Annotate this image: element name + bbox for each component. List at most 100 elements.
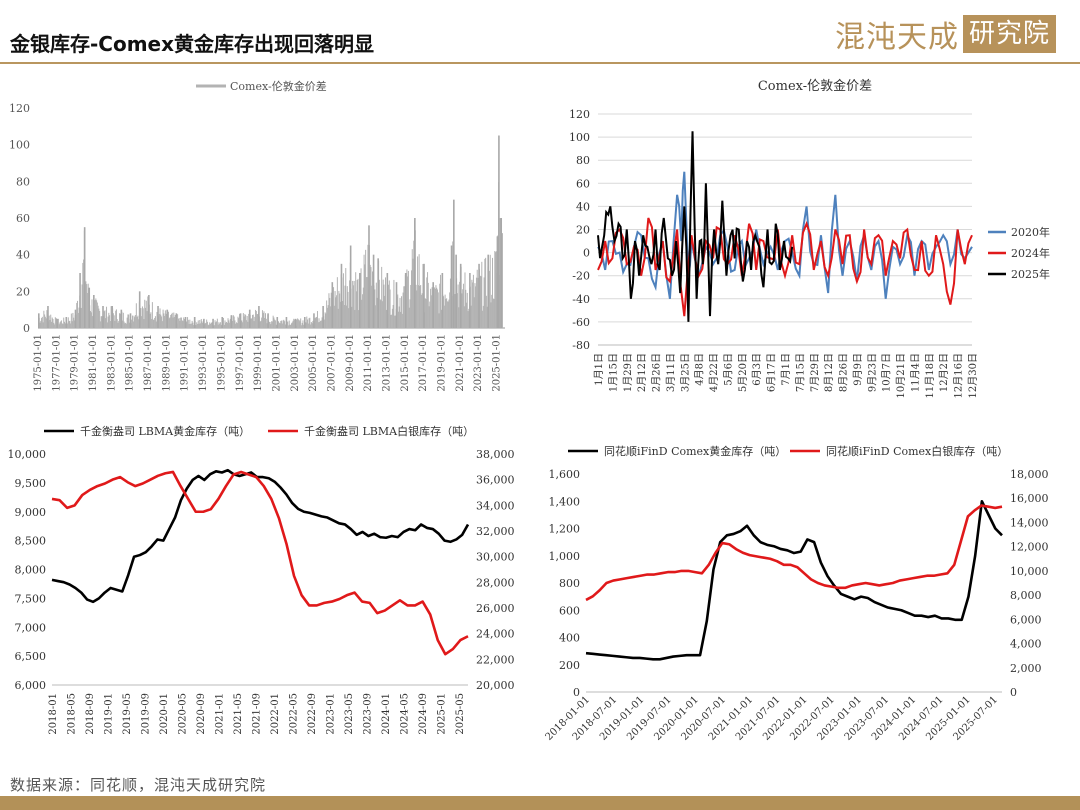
bar xyxy=(386,273,389,328)
bar xyxy=(135,315,137,328)
bar xyxy=(326,307,328,328)
bar xyxy=(265,318,267,328)
bar xyxy=(164,315,166,328)
y-left-tick-label: 0 xyxy=(573,686,580,699)
bar xyxy=(263,311,265,328)
bar xyxy=(180,317,182,328)
bar xyxy=(388,280,390,328)
bar xyxy=(277,321,279,328)
bar xyxy=(188,323,190,328)
bar xyxy=(57,318,59,328)
bar xyxy=(136,317,138,328)
bar xyxy=(232,320,234,328)
bar xyxy=(492,257,494,328)
footer-bar xyxy=(0,796,1080,810)
bar xyxy=(377,258,379,328)
bar xyxy=(108,312,110,328)
bar xyxy=(80,307,82,328)
bar xyxy=(281,323,283,328)
bar xyxy=(361,299,363,328)
bar xyxy=(106,306,108,328)
bar xyxy=(483,277,485,328)
bar xyxy=(433,287,435,328)
x-tick-label: 3月25日 xyxy=(679,353,691,392)
bar xyxy=(321,317,323,328)
x-tick-label: 2022-09 xyxy=(307,693,318,735)
x-tick-label: 12月2日 xyxy=(938,353,950,392)
x-tick-label: 2017-01-01 xyxy=(418,334,429,392)
bar xyxy=(473,297,475,328)
chart-comex-inventory: 0 200 400 600 800 1,000 1,200 1,400 1,600 0 2,000 4… xyxy=(544,444,1049,743)
bar xyxy=(198,323,200,328)
bar xyxy=(259,321,261,328)
bar xyxy=(270,324,272,328)
bar xyxy=(183,317,185,328)
bar xyxy=(402,292,404,328)
y-left-tick-label: 6,500 xyxy=(15,650,47,663)
y-left-tick-label: 9,000 xyxy=(15,506,47,519)
x-tick-label: 1979-01-01 xyxy=(70,334,81,392)
x-tick-label: 12月16日 xyxy=(953,353,965,398)
bar xyxy=(355,272,357,328)
bar xyxy=(128,314,130,328)
bar xyxy=(333,305,335,328)
bar xyxy=(174,314,176,328)
bar xyxy=(201,321,203,328)
bar xyxy=(192,322,194,328)
bar xyxy=(346,286,348,328)
bar xyxy=(261,310,263,328)
x-tick-label: 1999-01-01 xyxy=(253,334,264,392)
bar xyxy=(147,296,149,328)
bar xyxy=(222,317,224,328)
bar xyxy=(339,301,341,328)
bar xyxy=(370,267,372,328)
legend-label-3: 2025年 xyxy=(1011,267,1050,281)
bar xyxy=(381,266,383,328)
x-tick-label: 2024-01 xyxy=(381,693,392,735)
bar xyxy=(330,292,332,328)
bar xyxy=(281,320,283,328)
bar xyxy=(452,241,454,328)
bar xyxy=(217,324,219,328)
x-tick-label: 1977-01-01 xyxy=(51,334,62,392)
bar xyxy=(348,308,350,328)
bar xyxy=(446,301,448,328)
bar xyxy=(294,319,296,328)
y-left-tick-label: 200 xyxy=(559,659,580,672)
bar xyxy=(365,249,367,328)
y-left-tick-label: 1,600 xyxy=(549,468,581,481)
bar xyxy=(488,270,490,328)
bar xyxy=(97,305,99,328)
y-tick-label: 0 xyxy=(583,247,590,260)
bar xyxy=(155,321,157,328)
x-tick-label: 2025-01-01 xyxy=(492,334,503,392)
bar xyxy=(127,314,129,328)
bar xyxy=(375,305,377,328)
bar xyxy=(196,322,198,328)
y-tick-label: -60 xyxy=(572,316,590,329)
bar xyxy=(397,294,399,328)
bar xyxy=(318,318,320,328)
bar xyxy=(434,288,436,328)
bar xyxy=(70,323,72,328)
series-line-2 xyxy=(585,504,1003,602)
bar xyxy=(126,317,128,328)
bar xyxy=(46,310,48,328)
bar xyxy=(193,317,196,328)
bar xyxy=(446,298,448,328)
bar xyxy=(289,324,291,328)
bar xyxy=(481,261,483,328)
bar xyxy=(404,273,407,328)
bar xyxy=(78,307,80,328)
bar xyxy=(175,313,178,328)
bar xyxy=(85,281,87,328)
x-tick-label: 7月1日 xyxy=(780,353,792,386)
y-right-tick-label: 6,000 xyxy=(1010,613,1042,626)
bar xyxy=(395,282,398,328)
x-tick-label: 1991-01-01 xyxy=(180,334,191,392)
bar xyxy=(238,318,240,328)
bar xyxy=(230,315,233,328)
bar xyxy=(340,263,343,328)
bar xyxy=(391,314,393,328)
bar xyxy=(235,323,237,328)
